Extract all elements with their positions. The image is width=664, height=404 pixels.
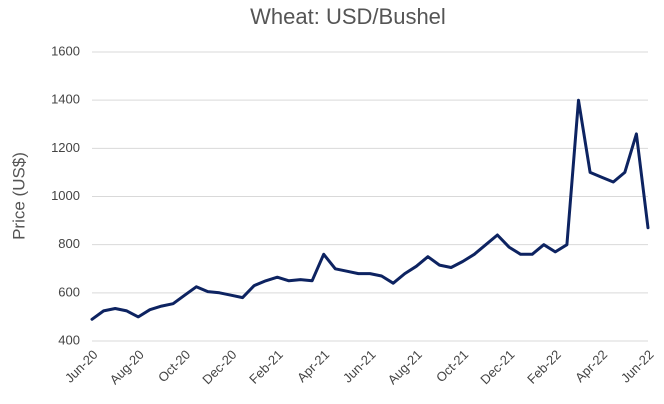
x-tick-label: Feb-21 bbox=[246, 347, 286, 387]
y-axis-label: Price (US$) bbox=[9, 152, 28, 240]
y-tick-label: 1000 bbox=[51, 188, 80, 203]
x-tick-label: Dec-21 bbox=[477, 347, 517, 387]
y-tick-label: 800 bbox=[58, 236, 80, 251]
price-line bbox=[90, 98, 650, 321]
x-tick-label: Jun-20 bbox=[62, 347, 101, 386]
x-tick-label: Jun-21 bbox=[340, 347, 379, 386]
x-tick-label: Aug-20 bbox=[107, 347, 147, 387]
y-tick-label: 1400 bbox=[51, 92, 80, 107]
y-tick-label: 600 bbox=[58, 284, 80, 299]
x-tick-label: Jun-22 bbox=[618, 347, 657, 386]
x-tick-label: Oct-20 bbox=[155, 347, 193, 385]
x-tick-label: Dec-20 bbox=[199, 347, 239, 387]
y-tick-label: 400 bbox=[58, 332, 80, 347]
y-tick-label: 1200 bbox=[51, 140, 80, 155]
y-tick-label: 1600 bbox=[51, 43, 80, 58]
x-tick-label: Aug-21 bbox=[385, 347, 425, 387]
x-tick-label: Feb-22 bbox=[524, 347, 564, 387]
chart-title: Wheat: USD/Bushel bbox=[250, 4, 446, 29]
x-tick-label: Apr-21 bbox=[294, 347, 332, 385]
x-tick-label: Oct-21 bbox=[433, 347, 471, 385]
x-tick-label: Apr-22 bbox=[572, 347, 610, 385]
